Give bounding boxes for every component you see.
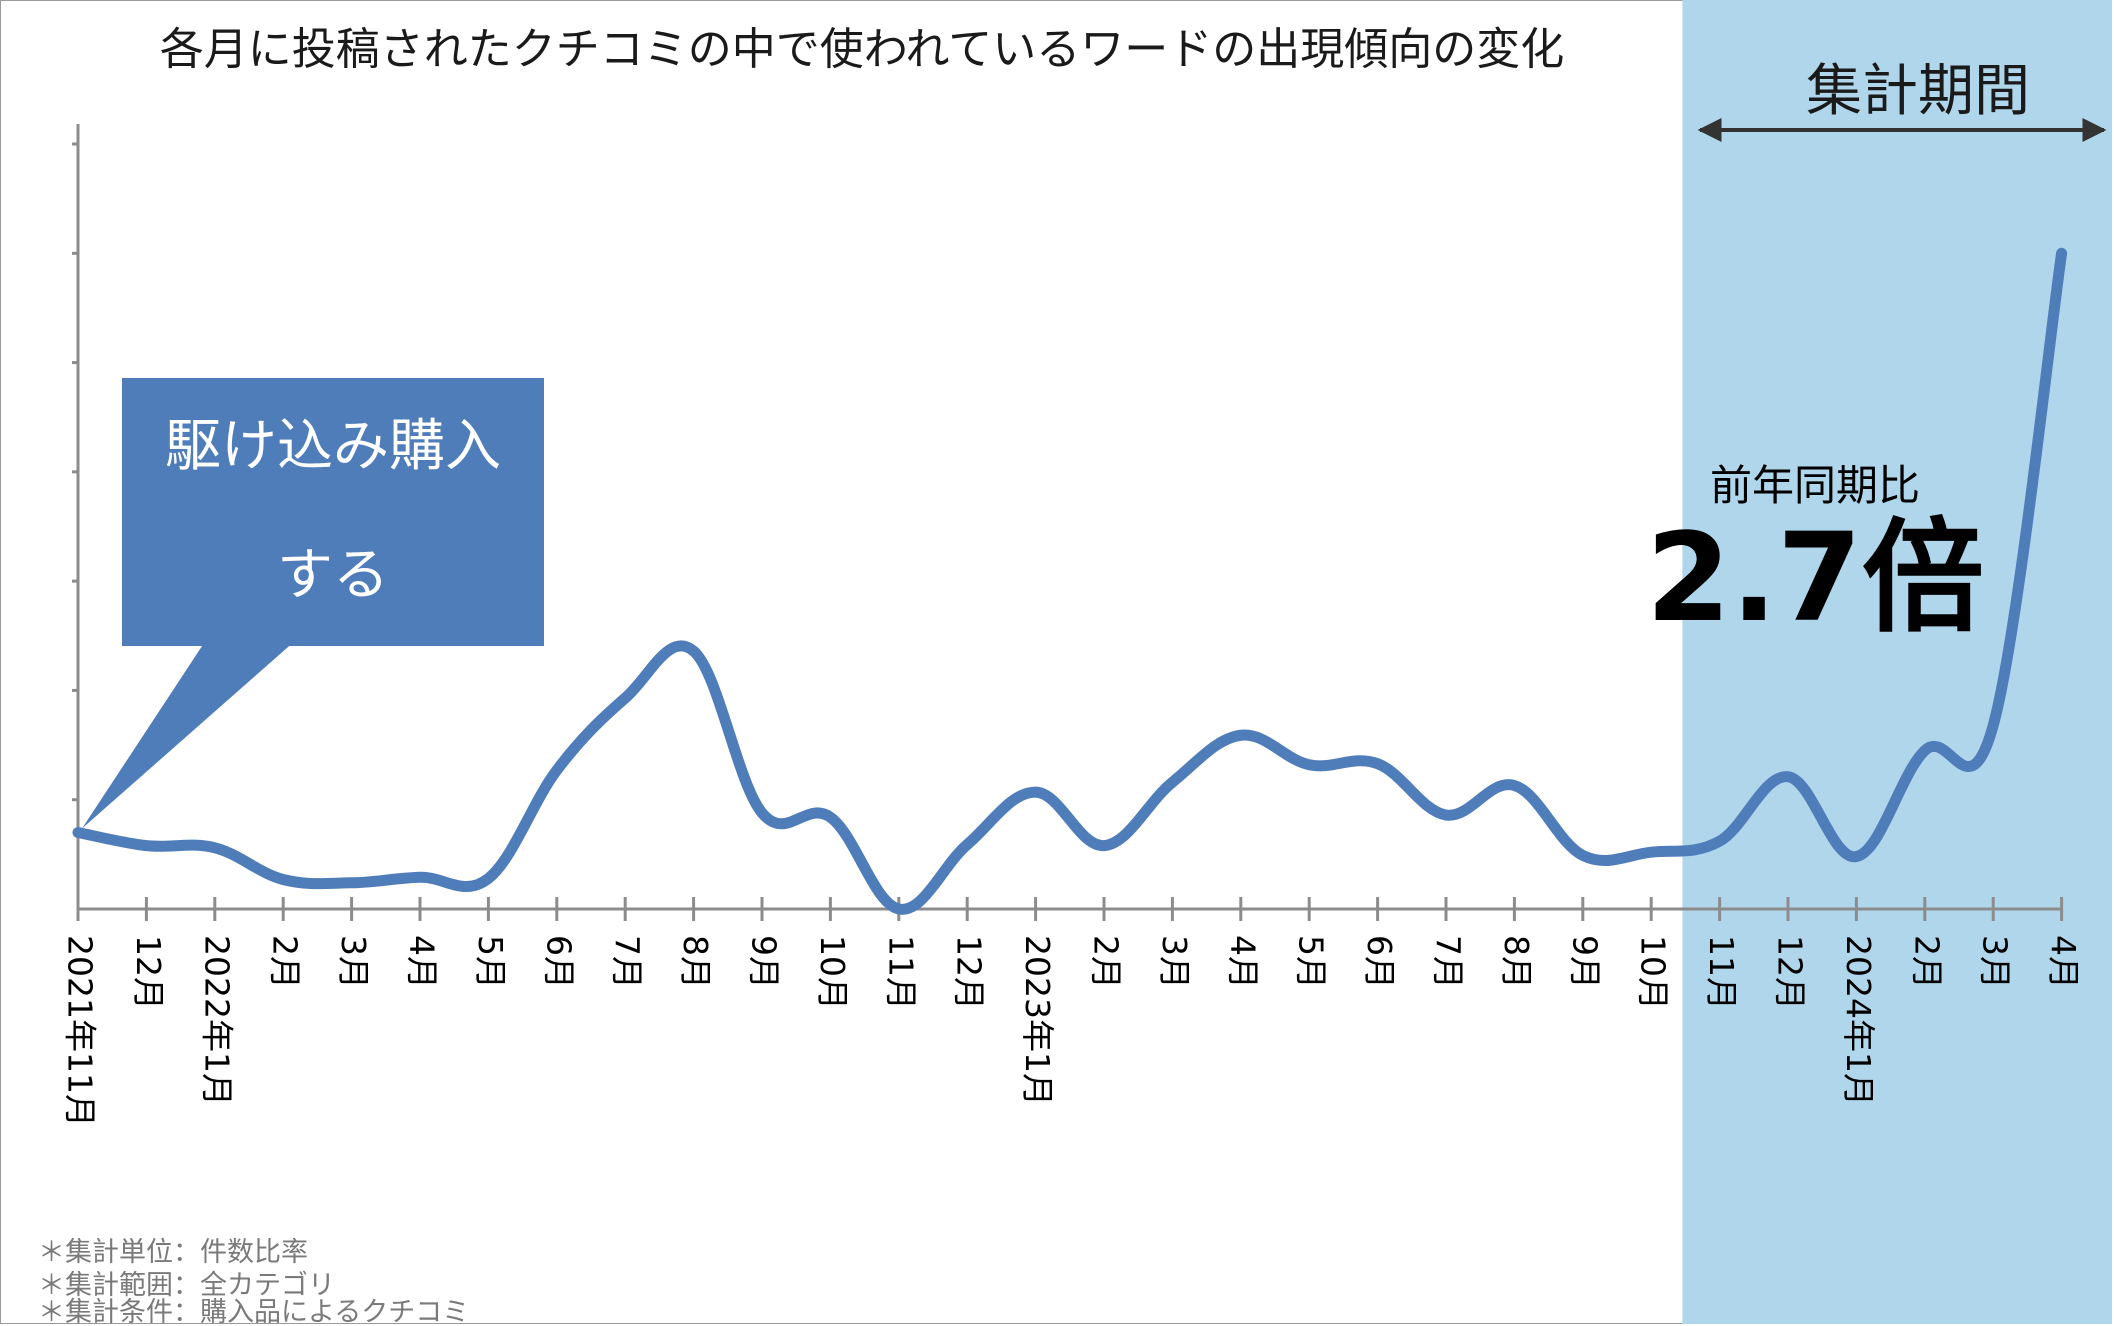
x-tick-label: 2月	[1907, 935, 1946, 989]
note-condition: ＊集計条件：購入品によるクチコミ	[38, 1297, 469, 1326]
yoy-label: 前年同期比	[1710, 461, 1920, 510]
x-tick-label: 10月	[813, 935, 852, 1010]
x-tick-label: 3月	[334, 935, 373, 989]
callout-box	[122, 378, 544, 646]
x-tick-label: 9月	[1565, 935, 1604, 989]
callout-text-line2: する	[277, 543, 389, 608]
x-tick-label: 3月	[1976, 935, 2015, 989]
callout-pointer	[82, 640, 296, 829]
x-tick-label: 2月	[266, 935, 305, 989]
x-tick-label: 2023年1月	[1018, 935, 1057, 1106]
x-tick-label: 2022年1月	[197, 935, 236, 1106]
x-tick-label: 2024年1月	[1839, 935, 1878, 1106]
x-tick-label: 4月	[1223, 935, 1262, 989]
yoy-value: 2.7倍	[1646, 507, 1984, 649]
x-tick-label: 8月	[676, 935, 715, 989]
x-axis-tick-labels: 2021年11月 12月 2022年1月 2月 3月 4月 5月 6月 7月 8月 9月 10月 11月…	[61, 935, 2084, 1127]
aggregation-period-label: 集計期間	[1806, 59, 2030, 124]
y-axis-ticks	[72, 142, 78, 802]
aggregation-period-band	[1682, 0, 2112, 1324]
x-tick-label: 6月	[1360, 935, 1399, 989]
x-tick-label: 5月	[471, 935, 510, 989]
x-tick-label: 6月	[539, 935, 578, 989]
x-tick-label: 11月	[1702, 935, 1741, 1010]
series-line	[72, 247, 2068, 915]
x-tick-label: 5月	[1292, 935, 1331, 989]
callout-text-line1: 駆け込み購入	[165, 414, 501, 479]
x-tick-label: 9月	[745, 935, 784, 989]
x-axis-ticks	[76, 897, 2064, 921]
note-unit: ＊集計単位：件数比率	[38, 1237, 308, 1268]
chart-title: 各月に投稿されたクチコミの中で使われているワードの出現傾向の変化	[160, 24, 1564, 75]
x-tick-label: 7月	[608, 935, 647, 989]
x-tick-label: 2021年11月	[61, 935, 100, 1127]
x-tick-label: 8月	[1497, 935, 1536, 989]
x-tick-label: 12月	[129, 935, 168, 1010]
x-tick-label: 2月	[1087, 935, 1126, 989]
x-tick-label: 4月	[2044, 935, 2083, 989]
x-tick-label: 4月	[403, 935, 442, 989]
x-tick-label: 12月	[950, 935, 989, 1010]
x-tick-label: 12月	[1771, 935, 1810, 1010]
x-tick-label: 11月	[881, 935, 920, 1010]
x-tick-label: 10月	[1634, 935, 1673, 1010]
x-tick-label: 7月	[1429, 935, 1468, 989]
note-scope: ＊集計範囲：全カテゴリ	[38, 1270, 335, 1301]
x-tick-label: 3月	[1155, 935, 1194, 989]
